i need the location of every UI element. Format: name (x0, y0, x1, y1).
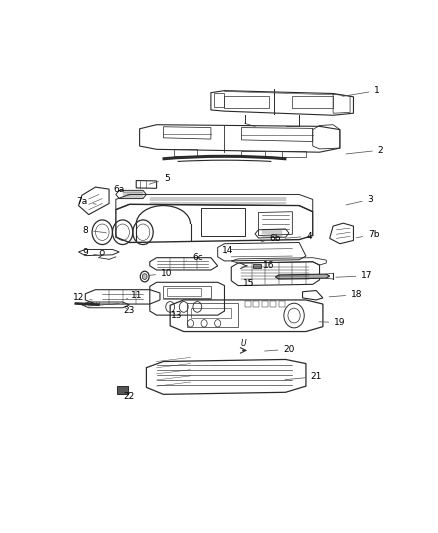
Text: 6a: 6a (113, 184, 130, 195)
Text: 11: 11 (126, 292, 142, 300)
Polygon shape (276, 274, 330, 279)
Text: 7b: 7b (356, 230, 380, 239)
Text: 22: 22 (124, 392, 135, 401)
Bar (293, 96, 333, 108)
Text: U: U (240, 340, 246, 349)
Text: 4: 4 (285, 232, 312, 241)
Text: 7a: 7a (76, 197, 96, 206)
Text: 5: 5 (149, 174, 170, 184)
Text: 10: 10 (149, 269, 173, 278)
Text: 13: 13 (171, 311, 183, 320)
Bar (191, 308, 231, 318)
Text: 19: 19 (319, 318, 346, 327)
Polygon shape (75, 303, 99, 305)
Text: 14: 14 (222, 246, 233, 255)
Polygon shape (117, 386, 128, 394)
Bar (224, 96, 268, 108)
Text: 21: 21 (285, 372, 322, 381)
Text: 6c: 6c (187, 253, 203, 262)
Text: 2: 2 (346, 146, 383, 155)
Text: 1: 1 (343, 86, 380, 96)
Text: 20: 20 (265, 345, 295, 354)
Text: 3: 3 (346, 195, 373, 205)
Text: 23: 23 (124, 306, 135, 314)
Polygon shape (253, 264, 261, 268)
Text: 18: 18 (329, 290, 363, 299)
Text: 9: 9 (82, 248, 99, 257)
Text: 8: 8 (82, 225, 106, 235)
Text: 17: 17 (336, 271, 373, 280)
Text: 16: 16 (258, 261, 274, 270)
Text: 6b: 6b (261, 234, 281, 243)
Text: 15: 15 (243, 279, 254, 288)
Circle shape (142, 273, 147, 279)
Text: 12: 12 (73, 293, 92, 302)
Bar (167, 288, 201, 296)
